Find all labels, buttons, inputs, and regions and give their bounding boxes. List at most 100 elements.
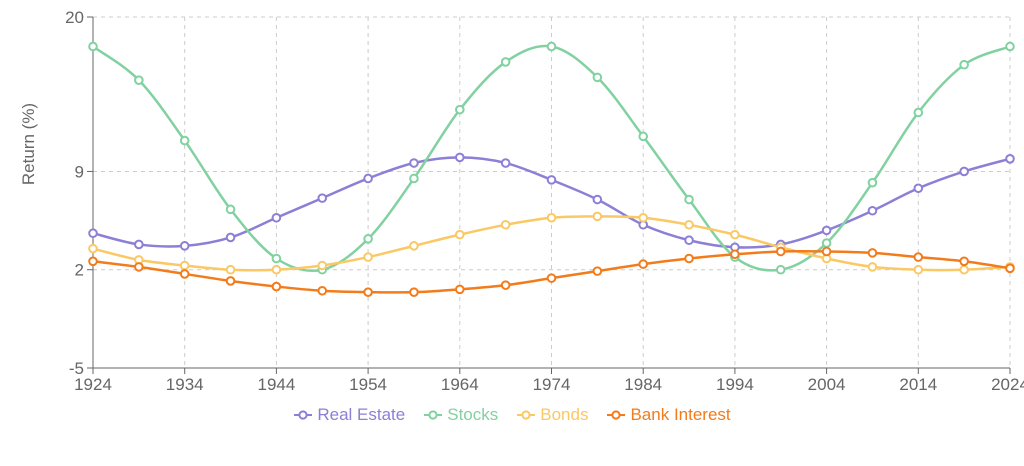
data-point-stocks bbox=[271, 253, 282, 264]
data-point-stocks bbox=[775, 264, 786, 275]
data-point-real-estate bbox=[363, 173, 373, 184]
data-point-bonds bbox=[959, 264, 969, 275]
data-point-bank-interest bbox=[409, 287, 419, 297]
legend-label: Real Estate bbox=[317, 405, 406, 424]
data-point-bonds bbox=[317, 260, 328, 271]
series-lines bbox=[88, 41, 1015, 297]
data-point-bank-interest bbox=[500, 280, 511, 290]
series-real-estate bbox=[88, 152, 1015, 253]
x-tick-label: 1944 bbox=[257, 375, 295, 394]
data-point-real-estate bbox=[134, 239, 144, 250]
data-point-bonds bbox=[592, 211, 603, 222]
legend-label: Bank Interest bbox=[630, 405, 731, 424]
data-point-bonds bbox=[500, 219, 511, 230]
data-point-bank-interest bbox=[225, 276, 236, 286]
data-point-bank-interest bbox=[913, 252, 924, 262]
data-point-bonds bbox=[179, 260, 190, 271]
x-tick-label: 2014 bbox=[899, 375, 937, 394]
data-point-stocks bbox=[363, 234, 373, 244]
data-point-bonds bbox=[867, 262, 878, 272]
data-point-bank-interest bbox=[271, 281, 282, 292]
data-point-bank-interest bbox=[821, 246, 832, 257]
legend-item-real-estate[interactable]: Real Estate bbox=[293, 405, 405, 425]
data-point-bonds bbox=[409, 241, 419, 251]
y-tick-label: 20 bbox=[65, 8, 84, 27]
data-point-stocks bbox=[638, 131, 649, 142]
y-axis-title: Return (%) bbox=[19, 103, 38, 185]
data-point-bank-interest bbox=[730, 249, 740, 260]
data-point-stocks bbox=[88, 41, 98, 52]
x-tick-label: 2024 bbox=[991, 375, 1024, 394]
legend-item-bank-interest[interactable]: Bank Interest bbox=[606, 405, 731, 425]
data-point-bank-interest bbox=[455, 284, 465, 295]
data-point-stocks bbox=[455, 104, 465, 115]
legend-item-stocks[interactable]: Stocks bbox=[423, 405, 498, 425]
data-point-bank-interest bbox=[88, 256, 98, 267]
data-point-real-estate bbox=[913, 183, 924, 194]
data-point-bank-interest bbox=[867, 248, 878, 258]
data-point-bonds bbox=[638, 212, 649, 223]
data-point-stocks bbox=[546, 41, 557, 52]
data-point-real-estate bbox=[225, 232, 236, 243]
data-point-stocks bbox=[500, 57, 511, 67]
data-point-real-estate bbox=[1005, 154, 1015, 164]
legend-swatch-stocks bbox=[424, 410, 443, 420]
data-point-bank-interest bbox=[317, 285, 328, 296]
legend: Real Estate Stocks Bonds Bank Interest bbox=[0, 405, 1024, 425]
y-tick-label: 2 bbox=[75, 261, 84, 280]
x-tick-label: 1984 bbox=[624, 375, 662, 394]
legend-swatch-bank-interest bbox=[607, 410, 626, 420]
data-point-real-estate bbox=[455, 152, 465, 163]
data-point-bank-interest bbox=[134, 262, 144, 272]
data-point-bank-interest bbox=[775, 246, 786, 257]
data-point-bank-interest bbox=[684, 253, 694, 264]
line-chart: 1924 1934 1944 1954 1964 1974 1984 1994 2004 2014… bbox=[19, 8, 1024, 394]
data-point-bonds bbox=[455, 229, 465, 240]
data-point-real-estate bbox=[959, 166, 969, 177]
legend-swatch-bonds bbox=[517, 410, 536, 420]
legend-label: Bonds bbox=[540, 405, 589, 424]
y-tick-label: 9 bbox=[75, 162, 84, 181]
series-bank-interest bbox=[88, 246, 1015, 297]
data-point-bonds bbox=[271, 264, 282, 275]
x-tick-label: 1964 bbox=[441, 375, 479, 394]
data-point-bank-interest bbox=[546, 273, 557, 283]
data-point-bank-interest bbox=[592, 266, 603, 276]
x-tick-label: 2004 bbox=[808, 375, 846, 394]
data-point-real-estate bbox=[500, 158, 511, 168]
x-axis-ticks: 1924 1934 1944 1954 1964 1974 1984 1994 2004 2014… bbox=[74, 368, 1024, 394]
data-point-bank-interest bbox=[179, 269, 190, 279]
data-point-bonds bbox=[363, 252, 373, 262]
data-point-bonds bbox=[225, 264, 236, 275]
data-point-real-estate bbox=[179, 241, 190, 251]
x-tick-label: 1954 bbox=[349, 375, 387, 394]
y-axis-ticks: -5 2 9 20 bbox=[65, 8, 93, 378]
data-point-bank-interest bbox=[638, 259, 649, 269]
data-point-stocks bbox=[409, 173, 419, 184]
data-point-stocks bbox=[959, 59, 969, 70]
y-tick-label: -5 bbox=[69, 359, 84, 378]
data-point-bank-interest bbox=[1005, 263, 1015, 274]
data-point-stocks bbox=[684, 194, 694, 205]
data-point-bonds bbox=[684, 219, 694, 230]
data-point-bonds bbox=[730, 229, 740, 240]
data-point-real-estate bbox=[409, 158, 419, 168]
data-point-real-estate bbox=[88, 228, 98, 239]
data-point-bonds bbox=[88, 243, 98, 254]
data-point-stocks bbox=[913, 107, 924, 118]
data-point-stocks bbox=[867, 177, 878, 188]
data-point-stocks bbox=[592, 72, 603, 83]
data-point-real-estate bbox=[317, 193, 328, 203]
data-point-real-estate bbox=[821, 225, 832, 236]
x-tick-label: 1974 bbox=[533, 375, 571, 394]
grid-lines bbox=[93, 16, 1011, 368]
legend-swatch-real-estate bbox=[294, 410, 313, 420]
data-point-stocks bbox=[1005, 41, 1015, 52]
legend-label: Stocks bbox=[447, 405, 499, 424]
data-point-stocks bbox=[225, 204, 236, 215]
x-tick-label: 1924 bbox=[74, 375, 112, 394]
data-point-bonds bbox=[913, 264, 924, 275]
legend-item-bonds[interactable]: Bonds bbox=[516, 405, 588, 425]
x-tick-label: 1994 bbox=[716, 375, 754, 394]
data-point-bank-interest bbox=[363, 287, 373, 297]
